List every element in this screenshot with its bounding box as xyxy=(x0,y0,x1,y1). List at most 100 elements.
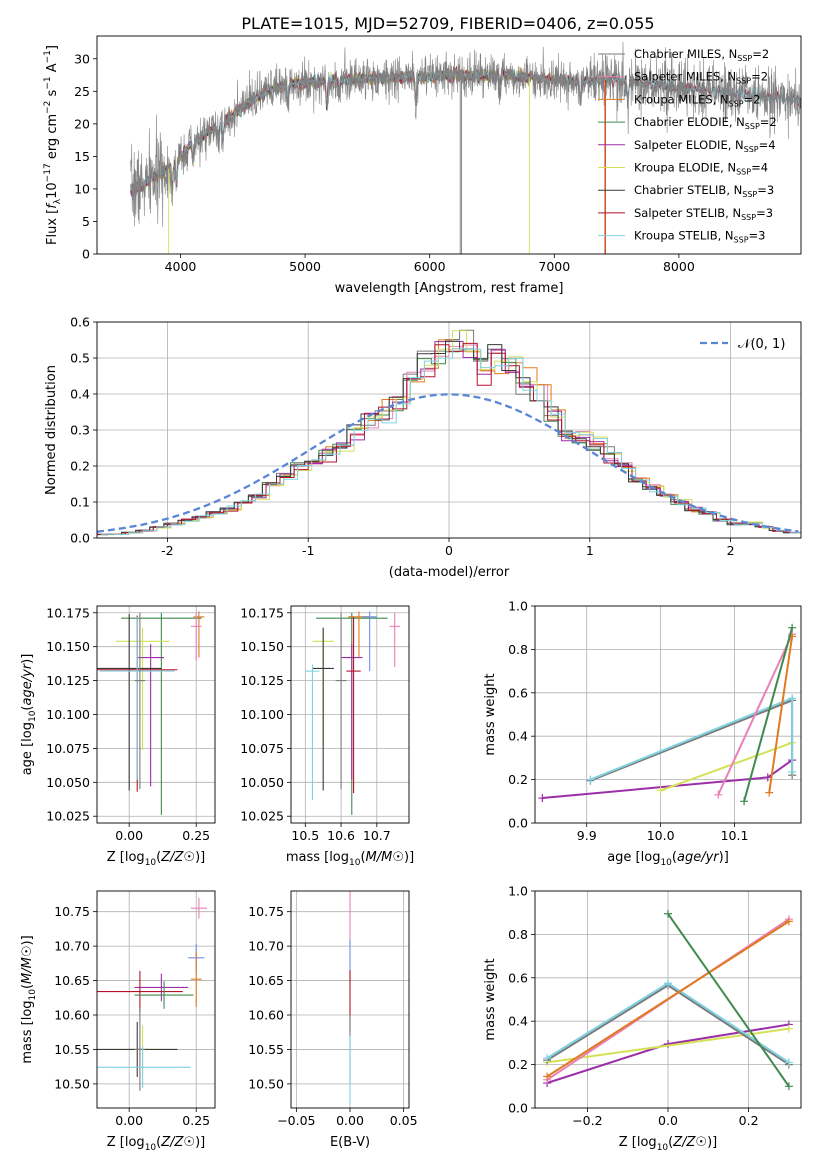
error-point xyxy=(97,1046,191,1089)
axes-frame xyxy=(534,605,802,824)
plus-marker xyxy=(788,623,797,632)
panel-spectrum: 4000 5000 6000 7000 8000 0 5 10 15 20 25 30 waveleng… xyxy=(43,35,802,296)
y-tick-label: 10.60 xyxy=(54,1008,90,1023)
y-axis-label: mass [log10(M/M☉)] xyxy=(20,935,38,1063)
weight-series xyxy=(543,1020,793,1088)
x-tick-label: 0.05 xyxy=(390,1113,418,1128)
x-tick-label: 9.9 xyxy=(577,828,597,843)
plus-marker xyxy=(784,1058,793,1067)
legend-label: Kroupa MILES, NSSP=2 xyxy=(634,92,760,108)
plus-marker xyxy=(664,909,672,918)
legend-label: Kroupa STELIB, NSSP=3 xyxy=(634,229,765,245)
figure-title: PLATE=1015, MJD=52709, FIBERID=0406, z=0… xyxy=(241,14,654,33)
plus-marker xyxy=(543,1072,552,1081)
y-tick-label: 0.6 xyxy=(508,970,528,985)
x-tick-label: -1 xyxy=(302,543,314,558)
y-tick-label: 0.5 xyxy=(70,351,90,366)
series-line xyxy=(743,627,794,802)
legend-label: Salpeter MILES, NSSP=2 xyxy=(634,70,768,86)
plus-marker xyxy=(664,979,672,988)
x-axis-label: Z [log10(Z/Z☉)] xyxy=(107,1135,205,1153)
data-spectrum xyxy=(130,41,801,227)
y-tick-label: 0.8 xyxy=(508,642,528,657)
axes-frame xyxy=(290,605,410,824)
axes-mass_weight_vs_Z: −0.2 0.0 0.2 0.0 0.2 0.4 0.6 0.8 1.0 Z [log10(Z/Z… xyxy=(483,884,759,1154)
y-tick-label: 0.0 xyxy=(508,816,528,831)
error-point xyxy=(312,627,334,791)
weight-series xyxy=(543,917,793,1081)
y-tick-label: 10 xyxy=(74,181,90,196)
y-axis-label: mass weight xyxy=(483,673,498,755)
y-tick-label: 10.50 xyxy=(248,1076,284,1091)
legend: Chabrier MILES, NSSP=2 Salpeter MILES, NS… xyxy=(598,47,777,245)
plus-marker xyxy=(656,786,665,795)
weight-series xyxy=(664,909,793,1091)
plot-area-mass_weight_vs_Z xyxy=(535,891,801,1108)
y-tick-label: 10.70 xyxy=(54,939,90,954)
y-tick-label: 10.100 xyxy=(240,707,284,722)
x-axis-label: Z [log10(Z/Z☉)] xyxy=(107,850,205,868)
error-point xyxy=(305,664,320,800)
y-tick-label: 10.65 xyxy=(54,973,90,988)
series-line xyxy=(717,633,794,796)
error-point xyxy=(134,612,146,790)
plus-marker xyxy=(784,917,793,926)
axes-age_vs_mass: 10.5 10.6 10.7 10.025 10.050 10.075 10.100 10.1… xyxy=(240,605,414,868)
plot-area-mass_weight_vs_age xyxy=(535,606,801,823)
axes-frame xyxy=(96,35,802,255)
x-tick-label: −0.2 xyxy=(572,1113,602,1128)
axes-spectrum: 4000 5000 6000 7000 8000 0 5 10 15 20 25 30 waveleng… xyxy=(43,45,695,296)
y-tick-label: 10.125 xyxy=(240,673,284,688)
x-tick-label: −0.05 xyxy=(277,1113,315,1128)
error-point xyxy=(190,897,207,919)
plus-marker xyxy=(714,790,723,799)
x-axis-label: (data-model)/error xyxy=(389,565,510,580)
y-tick-label: 0.2 xyxy=(508,772,528,787)
y-tick-label: 10.65 xyxy=(248,973,284,988)
y-tick-label: 10.050 xyxy=(240,775,284,790)
axes-age_vs_Z: 0.00 0.25 10.025 10.050 10.075 10.100 10.125 10… xyxy=(20,605,210,868)
y-axis-label: Normed distribution xyxy=(44,365,59,495)
error-point xyxy=(137,643,165,787)
y-tick-label: 0.6 xyxy=(70,315,90,330)
y-tick-label: 10.75 xyxy=(248,904,284,919)
y-tick-label: 10.075 xyxy=(46,741,90,756)
y-tick-label: 0.0 xyxy=(508,1101,528,1116)
y-tick-label: 10.050 xyxy=(46,775,90,790)
y-tick-label: 10.175 xyxy=(240,605,284,620)
x-tick-label: 0.2 xyxy=(739,1113,759,1128)
y-tick-label: 10.150 xyxy=(46,639,90,654)
plot-area-age_vs_Z xyxy=(97,606,215,823)
x-tick-label: 8000 xyxy=(663,259,695,274)
series-line xyxy=(546,920,790,1078)
y-tick-label: 0.4 xyxy=(70,387,90,402)
y-tick-label: 10.75 xyxy=(54,904,90,919)
x-tick-label: 0 xyxy=(445,543,453,558)
axes-frame xyxy=(96,890,216,1109)
plus-marker xyxy=(784,1024,793,1033)
x-tick-label: 10.6 xyxy=(327,828,355,843)
histogram-step xyxy=(100,348,801,535)
y-axis-label: age [log10(age/yr)] xyxy=(20,654,38,776)
panel-mass_weight_vs_age: 9.9 10.0 10.1 0.0 0.2 0.4 0.6 0.8 1.0 age [log10(… xyxy=(483,599,802,868)
error-point xyxy=(115,627,170,750)
error-point xyxy=(190,612,202,661)
x-axis-label: mass [log10(M/M☉)] xyxy=(286,850,414,868)
x-tick-label: -2 xyxy=(161,543,173,558)
y-axis-label: mass weight xyxy=(483,958,498,1040)
x-tick-label: 0.25 xyxy=(182,828,210,843)
error-point xyxy=(134,973,189,1002)
y-tick-label: 0.2 xyxy=(508,1057,528,1072)
gaussian-curve xyxy=(97,393,799,533)
error-point xyxy=(389,612,401,668)
legend-label: 𝒩(0, 1) xyxy=(738,337,785,352)
error-point xyxy=(134,981,194,1009)
y-tick-label: 0.4 xyxy=(508,1014,528,1029)
plus-marker xyxy=(586,775,595,784)
error-point xyxy=(97,614,162,791)
panel-mass_vs_Z: 0.00 0.25 10.50 10.55 10.60 10.65 10.70 10.75 Z … xyxy=(20,890,216,1153)
legend-label: Salpeter ELODIE, NSSP=4 xyxy=(634,138,776,154)
plot-area-mass_vs_Z xyxy=(97,891,215,1108)
y-tick-label: 0.1 xyxy=(70,495,90,510)
